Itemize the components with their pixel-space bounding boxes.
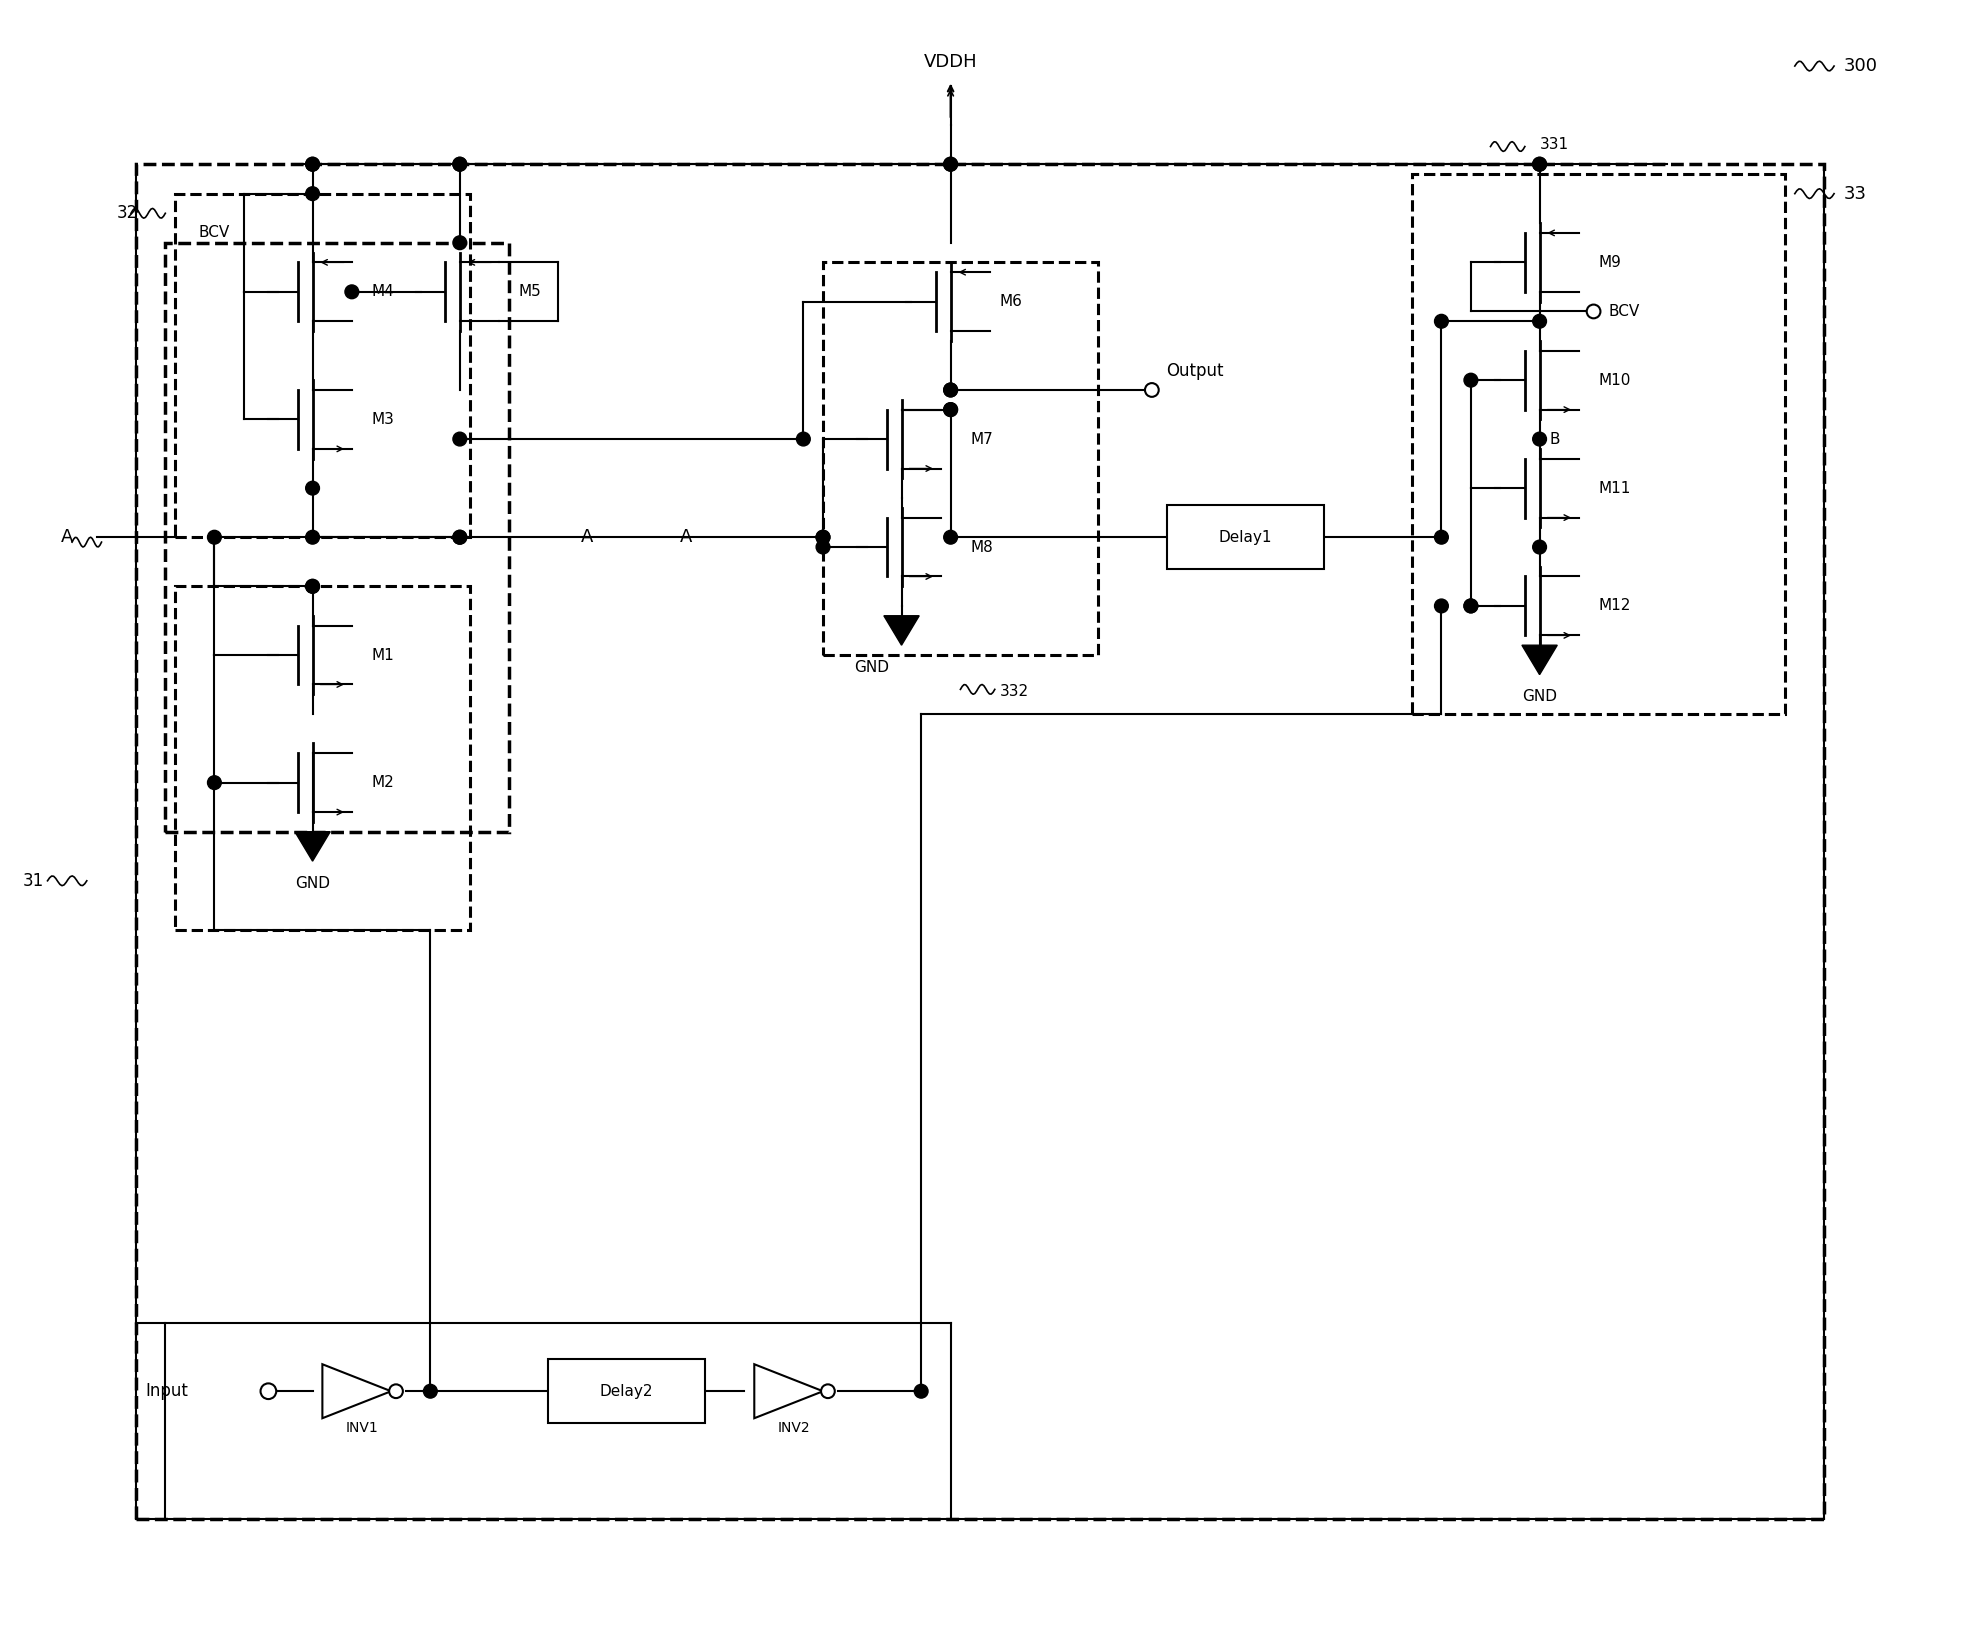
Circle shape	[305, 530, 319, 543]
Circle shape	[944, 384, 958, 397]
Circle shape	[944, 403, 958, 416]
Text: 32: 32	[116, 204, 138, 222]
Circle shape	[260, 1384, 275, 1399]
Text: Input: Input	[146, 1382, 189, 1400]
Circle shape	[452, 237, 466, 250]
Circle shape	[209, 775, 220, 790]
Circle shape	[1463, 599, 1477, 612]
Circle shape	[944, 384, 958, 397]
Circle shape	[944, 403, 958, 416]
Polygon shape	[883, 615, 919, 645]
Circle shape	[452, 530, 466, 543]
Circle shape	[423, 1384, 437, 1399]
Circle shape	[305, 157, 319, 171]
Text: INV1: INV1	[346, 1421, 378, 1435]
Circle shape	[1532, 315, 1546, 328]
Text: A: A	[61, 529, 73, 547]
Circle shape	[1463, 599, 1477, 612]
Text: M12: M12	[1599, 599, 1631, 614]
Text: 331: 331	[1540, 137, 1570, 152]
Circle shape	[820, 1384, 834, 1399]
Text: M9: M9	[1599, 255, 1621, 269]
FancyBboxPatch shape	[1166, 506, 1324, 570]
Text: 300: 300	[1843, 57, 1878, 75]
Text: GND: GND	[1522, 689, 1558, 705]
Circle shape	[1532, 157, 1546, 171]
Text: M4: M4	[372, 284, 393, 299]
Text: Output: Output	[1166, 362, 1223, 380]
Text: M7: M7	[970, 431, 993, 447]
Circle shape	[452, 530, 466, 543]
Text: A: A	[679, 529, 692, 547]
Circle shape	[1532, 540, 1546, 553]
Text: INV2: INV2	[777, 1421, 810, 1435]
Circle shape	[305, 579, 319, 592]
Polygon shape	[1522, 645, 1558, 674]
Text: Delay2: Delay2	[600, 1384, 653, 1399]
Circle shape	[816, 540, 830, 553]
Circle shape	[305, 157, 319, 171]
Text: M5: M5	[519, 284, 541, 299]
Text: M6: M6	[999, 294, 1023, 308]
Circle shape	[1434, 599, 1448, 612]
Text: GND: GND	[295, 876, 330, 891]
Circle shape	[1434, 315, 1448, 328]
Text: M2: M2	[372, 775, 393, 790]
Text: M1: M1	[372, 648, 393, 663]
Circle shape	[1532, 432, 1546, 446]
Circle shape	[305, 481, 319, 494]
Circle shape	[797, 432, 810, 446]
Circle shape	[344, 286, 358, 299]
Circle shape	[452, 157, 466, 171]
Polygon shape	[295, 832, 330, 862]
Circle shape	[1587, 305, 1601, 318]
Circle shape	[1463, 374, 1477, 387]
Text: M11: M11	[1599, 481, 1631, 496]
Text: A: A	[580, 529, 594, 547]
Circle shape	[209, 530, 220, 543]
Circle shape	[1145, 384, 1159, 397]
Text: M3: M3	[372, 411, 393, 428]
Text: Delay1: Delay1	[1218, 530, 1273, 545]
Text: VDDH: VDDH	[924, 52, 978, 70]
Circle shape	[452, 157, 466, 171]
Circle shape	[305, 186, 319, 201]
Text: B: B	[1550, 431, 1560, 447]
FancyBboxPatch shape	[549, 1359, 706, 1423]
Text: GND: GND	[854, 659, 889, 676]
Text: 33: 33	[1843, 184, 1867, 202]
Text: BCV: BCV	[199, 225, 230, 240]
Circle shape	[1532, 157, 1546, 171]
Text: BCV: BCV	[1609, 304, 1640, 318]
Circle shape	[305, 579, 319, 592]
Text: 332: 332	[999, 684, 1029, 700]
Circle shape	[389, 1384, 403, 1399]
Circle shape	[944, 157, 958, 171]
Text: M10: M10	[1599, 372, 1631, 388]
Circle shape	[452, 432, 466, 446]
Text: 31: 31	[24, 871, 43, 889]
Circle shape	[944, 157, 958, 171]
Circle shape	[915, 1384, 928, 1399]
Circle shape	[816, 530, 830, 543]
Circle shape	[1434, 530, 1448, 543]
Circle shape	[944, 530, 958, 543]
Circle shape	[816, 530, 830, 543]
Text: M8: M8	[970, 540, 993, 555]
